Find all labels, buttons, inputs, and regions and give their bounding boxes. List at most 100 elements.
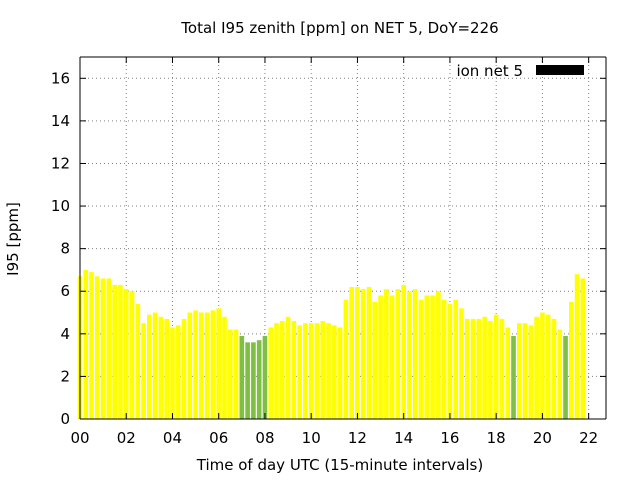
bar xyxy=(106,278,112,419)
bar xyxy=(245,342,250,419)
bar xyxy=(314,323,320,419)
x-tick-label: 08 xyxy=(255,429,274,447)
legend: ion net 5 xyxy=(456,62,584,80)
y-tick-label: 4 xyxy=(60,325,70,343)
bar xyxy=(343,299,349,419)
y-tick-label: 16 xyxy=(51,69,70,87)
bar xyxy=(551,318,557,419)
bar xyxy=(580,278,586,419)
x-tick-label: 16 xyxy=(440,429,459,447)
bar xyxy=(118,284,123,419)
bar xyxy=(516,323,522,419)
x-tick-label: 10 xyxy=(302,429,321,447)
bar xyxy=(441,299,447,419)
bar xyxy=(297,325,302,419)
bar xyxy=(424,295,430,419)
x-tick-label: 18 xyxy=(487,429,506,447)
x-tick-label: 06 xyxy=(209,429,228,447)
bar xyxy=(152,312,158,419)
bar xyxy=(239,335,245,419)
bar xyxy=(123,289,129,419)
chart-title: Total I95 zenith [ppm] on NET 5, DoY=226 xyxy=(180,19,498,37)
bar xyxy=(493,314,499,419)
x-tick-label: 20 xyxy=(533,429,552,447)
y-tick-label: 10 xyxy=(51,197,70,215)
bar xyxy=(540,312,545,419)
bar xyxy=(378,295,383,419)
bars-layer xyxy=(77,269,586,419)
bar xyxy=(395,289,401,419)
bar xyxy=(563,335,568,419)
bar xyxy=(291,321,297,419)
y-tick-label: 6 xyxy=(60,282,70,300)
bar xyxy=(453,299,459,419)
bar xyxy=(175,325,181,419)
bar xyxy=(332,325,337,419)
bar xyxy=(303,323,308,419)
bar xyxy=(268,327,274,419)
bar xyxy=(528,325,534,419)
bar xyxy=(274,323,279,419)
bar xyxy=(170,327,175,419)
bar xyxy=(135,304,141,419)
bar xyxy=(89,272,94,419)
bar xyxy=(147,314,152,419)
bar xyxy=(418,299,424,419)
bar xyxy=(227,329,233,419)
bar xyxy=(187,312,193,419)
y-axis-label: I95 [ppm] xyxy=(4,202,22,276)
bar xyxy=(459,308,464,419)
bar xyxy=(308,323,314,419)
x-tick-label: 22 xyxy=(579,429,598,447)
bar xyxy=(476,318,482,419)
bar xyxy=(482,316,487,419)
bar xyxy=(569,301,574,419)
bar xyxy=(389,295,395,419)
bar xyxy=(430,295,435,419)
y-tick-label: 8 xyxy=(60,240,70,258)
bar xyxy=(337,327,343,419)
bar xyxy=(222,316,227,419)
bar xyxy=(112,284,117,419)
bar xyxy=(95,276,100,419)
bar xyxy=(199,312,204,419)
bar xyxy=(557,329,563,419)
bar xyxy=(499,318,505,419)
bar xyxy=(505,327,511,419)
legend-swatch xyxy=(536,65,584,75)
bar xyxy=(372,301,378,419)
bar xyxy=(216,308,222,419)
bar xyxy=(360,289,366,419)
bar xyxy=(447,304,453,419)
bar xyxy=(164,318,170,419)
bar xyxy=(407,291,412,419)
y-tick-label: 12 xyxy=(51,154,70,172)
bar xyxy=(100,278,106,419)
bar xyxy=(401,284,407,419)
bar xyxy=(193,310,198,419)
bar xyxy=(320,321,326,419)
bar xyxy=(574,274,580,419)
x-tick-label: 00 xyxy=(70,429,89,447)
bar xyxy=(326,323,331,419)
y-tick-label: 2 xyxy=(60,367,70,385)
bar xyxy=(262,335,268,419)
bar xyxy=(210,310,216,419)
bar xyxy=(204,312,210,419)
bar xyxy=(141,323,146,419)
y-tick-label: 0 xyxy=(60,410,70,428)
x-tick-label: 04 xyxy=(163,429,182,447)
bar xyxy=(464,318,470,419)
bar xyxy=(355,286,360,419)
x-tick-label: 02 xyxy=(117,429,136,447)
bar xyxy=(83,269,89,419)
bar xyxy=(285,316,291,419)
bar xyxy=(158,316,164,419)
bar xyxy=(366,286,372,419)
y-tick-label: 14 xyxy=(51,112,70,130)
bar xyxy=(488,321,493,419)
bar xyxy=(412,289,418,419)
x-tick-label: 12 xyxy=(348,429,367,447)
